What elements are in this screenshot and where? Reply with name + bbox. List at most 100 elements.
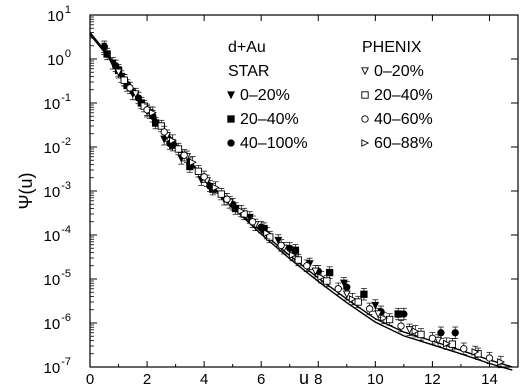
- data-point: [354, 298, 362, 306]
- data-point: [448, 340, 457, 348]
- data-point: [434, 336, 443, 345]
- data-point: [100, 43, 108, 51]
- data-point: [160, 128, 168, 136]
- data-point: [126, 84, 134, 92]
- data-point: [194, 167, 203, 175]
- data-point: [397, 322, 405, 330]
- x-axis-label: u: [299, 368, 309, 387]
- x-tick-label: 6: [257, 371, 265, 387]
- data-point: [288, 251, 297, 259]
- x-tick-label: 2: [143, 371, 151, 387]
- axis-ticks: [89, 14, 518, 368]
- data-point: [114, 68, 123, 77]
- data-point: [360, 290, 368, 298]
- data-point: [411, 327, 420, 336]
- data-point: [485, 354, 494, 362]
- legend-system-label: d+Au: [228, 39, 266, 56]
- data-point: [237, 207, 246, 215]
- y-tick-label: 100: [47, 48, 71, 69]
- data-point: [303, 262, 311, 270]
- y-tick-label: 10-5: [44, 268, 71, 289]
- data-point: [348, 295, 357, 303]
- data-point: [174, 145, 183, 153]
- data-point: [371, 301, 380, 310]
- data-point: [131, 90, 140, 99]
- y-tick-label: 10-4: [44, 224, 71, 245]
- data-point: [385, 315, 394, 324]
- legend: d+Au STAR PHENIX 0–20% 20–40% 40–100% 0–…: [227, 39, 433, 152]
- data-point: [471, 348, 480, 356]
- legend-marker: [227, 91, 235, 100]
- data-point: [417, 330, 425, 339]
- legend-marker: [361, 139, 370, 147]
- x-tick-label: 10: [367, 371, 384, 387]
- data-point: [286, 244, 294, 252]
- data-point: [112, 62, 120, 70]
- legend-star-20-40: 20–40%: [240, 111, 299, 128]
- legend-marker: [227, 115, 235, 123]
- legend-marker: [361, 115, 369, 123]
- data-point: [317, 273, 326, 282]
- data-point: [334, 285, 342, 293]
- data-point: [365, 305, 374, 313]
- data-point: [326, 268, 334, 277]
- data-point: [274, 236, 283, 245]
- data-point: [437, 329, 445, 337]
- data-point: [189, 158, 197, 167]
- legend-star-0-20: 0–20%: [240, 87, 290, 104]
- data-point: [405, 326, 414, 335]
- y-tick-label: 10-2: [44, 136, 71, 157]
- y-tick-label: 10-7: [44, 356, 71, 377]
- data-point: [169, 136, 177, 145]
- legend-marker: [361, 91, 369, 99]
- data-point: [451, 329, 459, 337]
- data-point: [120, 76, 128, 84]
- legend-marker: [361, 67, 369, 76]
- y-tick-label: 10-1: [44, 92, 71, 113]
- y-tick-label: 10-3: [44, 180, 71, 201]
- data-point: [223, 195, 231, 203]
- legend-group-phenix-title: PHENIX: [362, 39, 422, 56]
- data-point: [323, 277, 331, 285]
- data-point: [374, 310, 383, 319]
- data-point: [217, 190, 225, 198]
- data-point: [428, 334, 437, 342]
- data-point: [497, 358, 506, 366]
- x-tick-label: 0: [86, 371, 94, 387]
- x-tick-label: 14: [481, 371, 498, 387]
- y-axis-label: Ψ(u): [16, 172, 36, 209]
- data-point: [149, 108, 157, 117]
- data-point: [180, 151, 188, 159]
- legend-phenix-20-40: 20–40%: [374, 87, 433, 104]
- x-tick-label: 12: [424, 371, 441, 387]
- data-point: [277, 241, 285, 250]
- data-point: [443, 339, 451, 348]
- data-point: [311, 267, 320, 276]
- legend-markers: [227, 67, 370, 147]
- data-point: [294, 256, 302, 264]
- data-point: [103, 50, 111, 58]
- data-point: [263, 229, 272, 238]
- data-point: [400, 310, 408, 318]
- x-tick-label: 4: [200, 371, 208, 387]
- fit-curves: [89, 32, 513, 371]
- legend-phenix-60-88: 60–88%: [374, 135, 433, 152]
- data-point: [380, 314, 389, 322]
- data-markers: [100, 40, 506, 369]
- data-point: [342, 290, 351, 299]
- y-tick-label: 101: [47, 4, 71, 25]
- legend-phenix-0-20: 0–20%: [374, 63, 424, 80]
- data-point: [460, 345, 468, 353]
- legend-marker: [227, 139, 235, 147]
- fit-curve: [89, 32, 513, 368]
- legend-group-star-title: STAR: [228, 63, 269, 80]
- data-point: [200, 173, 208, 181]
- legend-star-40-100: 40–100%: [240, 135, 308, 152]
- fit-curve: [89, 34, 513, 371]
- y-tick-label: 10-6: [44, 312, 71, 333]
- legend-phenix-40-60: 40–60%: [374, 111, 433, 128]
- x-tick-label: 8: [314, 371, 322, 387]
- plot-frame: [89, 14, 519, 368]
- data-point: [211, 183, 220, 192]
